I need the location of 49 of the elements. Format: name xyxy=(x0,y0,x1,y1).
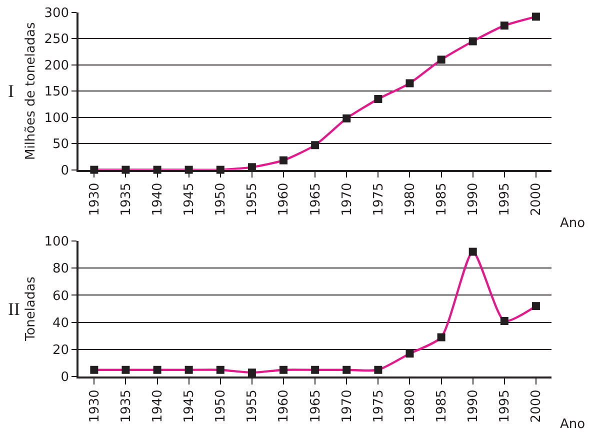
x-tick-label: 1995 xyxy=(498,390,513,423)
y-axis-title: Milhões de toneladas xyxy=(24,22,39,160)
y-tick-label: 50 xyxy=(52,137,70,152)
x-tick-label: 1960 xyxy=(276,182,292,216)
x-tick-label: 1985 xyxy=(434,390,450,423)
text: II xyxy=(8,299,20,319)
x-tick-label: 2000 xyxy=(529,182,544,216)
text: I xyxy=(8,81,14,101)
x-tick-label: 1955 xyxy=(245,182,260,216)
y-axis-title: Toneladas xyxy=(24,276,39,342)
x-tick-label: 1995 xyxy=(498,182,513,216)
x-tick-label: 1935 xyxy=(118,390,134,423)
x-tick-label: 1985 xyxy=(434,182,450,216)
x-tick-label: 1935 xyxy=(118,182,134,216)
y-tick-label: 80 xyxy=(52,262,70,277)
y-tick-label: 150 xyxy=(44,84,70,100)
x-tick-label: 1940 xyxy=(150,182,166,216)
y-tick-label: 20 xyxy=(52,343,70,358)
x-tick-label: 1950 xyxy=(214,390,229,423)
x-tick-label: 2000 xyxy=(529,390,544,423)
x-tick-label: 1990 xyxy=(466,182,482,216)
x-axis-title: Ano xyxy=(560,216,586,231)
x-tick-label: 1960 xyxy=(276,390,292,423)
x-tick-label: 1955 xyxy=(245,390,260,423)
x-tick-label: 1980 xyxy=(402,390,418,423)
x-tick-label: 1975 xyxy=(371,182,386,216)
x-tick-label: 1930 xyxy=(87,390,102,423)
y-tick-label: 0 xyxy=(60,163,70,178)
y-tick-label: 250 xyxy=(44,32,70,48)
y-tick-label: 100 xyxy=(44,234,70,250)
y-tick-label: 200 xyxy=(44,58,70,74)
x-tick-label: 1975 xyxy=(371,390,386,423)
x-tick-label: 1970 xyxy=(340,182,355,216)
x-tick-label: 1990 xyxy=(466,390,482,423)
y-tick-label: 40 xyxy=(52,316,70,331)
y-tick-label: 100 xyxy=(44,110,70,126)
x-tick-label: 1950 xyxy=(214,182,229,216)
x-tick-label: 1940 xyxy=(150,390,166,423)
x-tick-label: 1930 xyxy=(87,182,102,216)
x-axis-title: Ano xyxy=(560,417,586,432)
x-tick-label: 1980 xyxy=(402,182,418,216)
x-tick-label: 1965 xyxy=(308,390,324,423)
x-tick-label: 1970 xyxy=(340,390,355,423)
x-tick-label: 1965 xyxy=(308,182,324,216)
y-tick-label: 300 xyxy=(44,6,70,22)
x-tick-label: 1945 xyxy=(182,390,198,423)
y-tick-label: 60 xyxy=(52,288,70,304)
x-tick-label: 1945 xyxy=(182,182,198,216)
y-tick-label: 0 xyxy=(60,370,70,386)
